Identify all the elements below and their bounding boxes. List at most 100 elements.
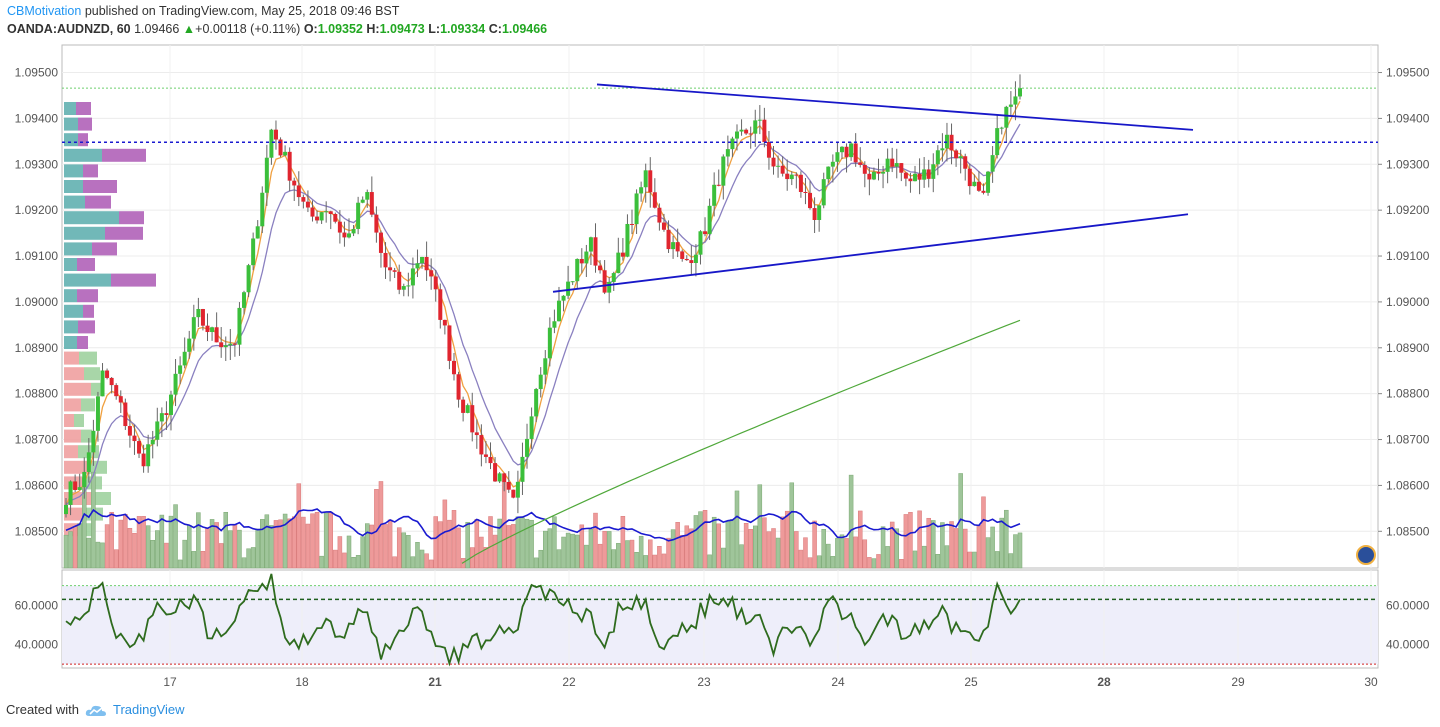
volume-bar	[789, 482, 795, 569]
volume-bar	[679, 535, 685, 569]
bear-candle	[378, 232, 383, 253]
volume-bar	[675, 522, 680, 569]
volume-bar	[561, 536, 566, 569]
bull-candle	[64, 504, 68, 515]
volume-profile-bar	[81, 398, 95, 412]
volume-bar	[880, 526, 886, 569]
tradingview-brand-link[interactable]: TradingView	[112, 702, 185, 717]
bull-candle	[730, 138, 735, 150]
bull-candle	[561, 295, 566, 301]
volume-bar	[515, 516, 521, 569]
volume-bar	[214, 522, 219, 569]
bull-candle	[264, 157, 269, 193]
price-chart[interactable]: 1.09500 1.09500 1.09400 1.09400 1.09300 1.093…	[0, 0, 1440, 700]
volume-bar	[611, 549, 617, 569]
volume-profile-bar	[64, 148, 102, 162]
volume-profile-bar	[83, 180, 117, 193]
volume-profile-bar	[105, 226, 143, 240]
author-link[interactable]: CBMotivation	[7, 4, 82, 18]
volume-bar	[355, 555, 361, 569]
bear-candle	[296, 185, 301, 198]
volume-bar	[200, 550, 206, 569]
bull-candle	[739, 129, 744, 132]
bear-candle	[442, 319, 447, 326]
volume-bar	[337, 536, 343, 569]
bear-candle	[388, 267, 393, 271]
bull-candle	[566, 281, 571, 296]
volume-bar	[310, 513, 315, 569]
volume-bar	[415, 542, 420, 569]
price-axis-label: 1.09000	[1386, 295, 1430, 309]
volume-bar	[857, 510, 863, 569]
price-axis-label-left: 1.09400	[15, 111, 59, 125]
volume-profile-bar	[64, 180, 83, 193]
time-axis-label: 23	[697, 675, 711, 689]
volume-bar	[821, 529, 826, 569]
bull-candle	[68, 481, 73, 505]
bull-candle	[995, 128, 1000, 156]
volume-profile-bar	[64, 414, 74, 427]
volume-profile-bar	[91, 382, 102, 396]
bull-candle	[698, 231, 703, 255]
low-value: 1.09334	[440, 22, 486, 36]
bear-candle	[132, 435, 137, 442]
up-arrow-icon: ▲	[182, 22, 196, 36]
bull-candle	[757, 119, 762, 121]
volume-profile-bar	[64, 382, 91, 396]
volume-bar	[885, 546, 890, 569]
price-axis-label: 1.09100	[1386, 249, 1430, 263]
volume-bar	[164, 542, 169, 569]
bull-candle	[420, 256, 425, 264]
bear-candle	[593, 237, 598, 266]
bull-candle	[1004, 106, 1009, 128]
volume-profile-bar	[64, 429, 81, 443]
bear-candle	[315, 216, 320, 221]
volume-bar	[839, 534, 845, 569]
volume-bar	[86, 537, 92, 569]
bear-candle	[771, 157, 776, 167]
volume-profile-bar	[84, 367, 100, 381]
volume-profile-bar	[64, 304, 83, 318]
bull-candle	[931, 164, 936, 179]
volume-bar	[648, 539, 653, 569]
bull-candle	[817, 205, 822, 221]
volume-bar	[95, 541, 101, 569]
bear-candle	[620, 252, 625, 257]
rsi-axis-label: 40.0000	[1386, 637, 1430, 651]
volume-bar	[492, 534, 498, 569]
volume-bar	[602, 531, 607, 569]
volume-bar	[807, 557, 813, 569]
price-axis-label: 1.09300	[1386, 157, 1430, 171]
volume-profile-bar	[64, 398, 81, 412]
volume-bar	[981, 496, 986, 569]
volume-profile-bar	[64, 460, 88, 474]
volume-bar	[392, 556, 397, 569]
volume-bar	[574, 534, 580, 569]
volume-bar	[716, 523, 721, 569]
bull-candle	[584, 251, 589, 264]
bull-candle	[223, 345, 228, 348]
volume-bar	[903, 514, 909, 569]
volume-bar	[711, 516, 717, 569]
volume-bar	[775, 537, 781, 569]
bull-candle	[999, 127, 1004, 129]
price-axis-label-left: 1.09000	[15, 295, 59, 309]
volume-bar	[488, 516, 493, 569]
volume-bar	[912, 550, 918, 569]
volume-bar	[141, 516, 146, 569]
volume-bar	[543, 530, 548, 569]
volume-bar	[538, 549, 543, 569]
bull-candle	[82, 471, 87, 488]
volume-bar	[150, 539, 155, 569]
volume-profile-bar	[102, 148, 146, 162]
volume-profile-bar	[78, 320, 95, 334]
volume-bar	[369, 524, 375, 569]
volume-bar	[483, 547, 489, 569]
bear-candle	[652, 192, 657, 208]
volume-bar	[127, 527, 133, 569]
bear-candle	[689, 260, 694, 264]
volume-bar	[177, 559, 183, 569]
rsi-line	[65, 573, 1021, 667]
volume-profile-bar	[64, 226, 105, 240]
change-value: +0.00118 (+0.11%)	[195, 22, 301, 36]
